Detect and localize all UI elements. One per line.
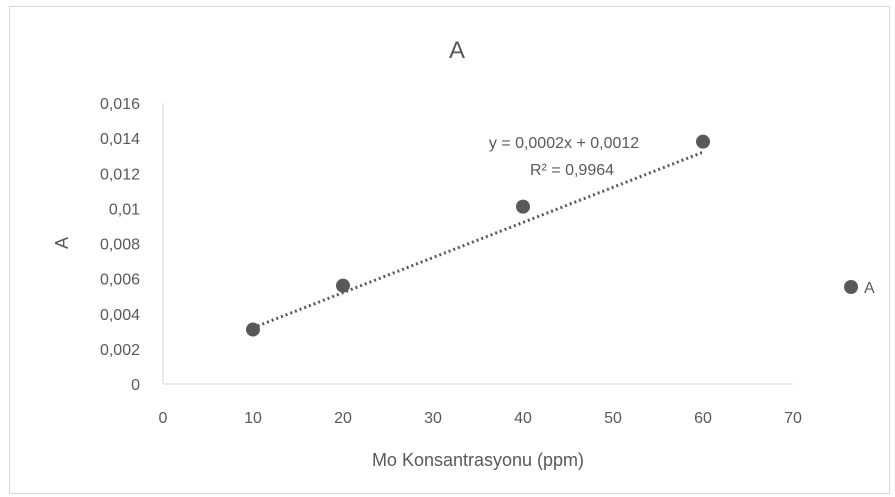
x-tick-label: 30: [424, 410, 442, 427]
y-tick-label: 0,008: [100, 237, 140, 254]
legend-label: A: [864, 280, 875, 297]
trendline-r2: R² = 0,9964: [530, 162, 614, 179]
x-tick-label: 40: [514, 410, 532, 427]
axes: [162, 103, 793, 385]
legend-marker: [844, 280, 858, 294]
legend: A: [844, 280, 875, 297]
data-point: [336, 278, 350, 293]
y-tick-label: 0,01: [109, 201, 140, 218]
y-tick-label: 0,006: [100, 272, 140, 289]
y-tick-label: 0,002: [100, 342, 140, 359]
y-tick-label: 0,014: [100, 131, 140, 148]
trendline: [252, 150, 704, 330]
y-axis-title: A: [52, 237, 72, 249]
chart-title: A: [449, 37, 465, 64]
trendline-equation: y = 0,0002x + 0,0012: [489, 135, 639, 152]
data-points: [246, 134, 710, 337]
x-tick-label: 50: [604, 410, 622, 427]
y-tick-label: 0: [131, 377, 140, 394]
x-tick-label: 60: [694, 410, 712, 427]
x-axis-title: Mo Konsantrasyonu (ppm): [372, 450, 584, 470]
y-tick-label: 0,012: [100, 166, 140, 183]
trendline-path: [252, 150, 704, 330]
x-tick-label: 10: [244, 410, 262, 427]
y-tick-label: 0,016: [100, 96, 140, 113]
data-point: [246, 322, 260, 337]
x-tick-label: 20: [334, 410, 352, 427]
x-tick-label: 0: [159, 410, 168, 427]
data-point: [696, 134, 710, 149]
x-tick-label: 70: [784, 410, 802, 427]
x-tick-labels: 0 10 20 30 40 50 60 70: [159, 410, 802, 427]
data-point: [516, 199, 530, 214]
y-tick-label: 0,004: [100, 307, 140, 324]
y-tick-labels: 0 0,002 0,004 0,006 0,008 0,01 0,012 0,014 0,016: [100, 96, 140, 394]
